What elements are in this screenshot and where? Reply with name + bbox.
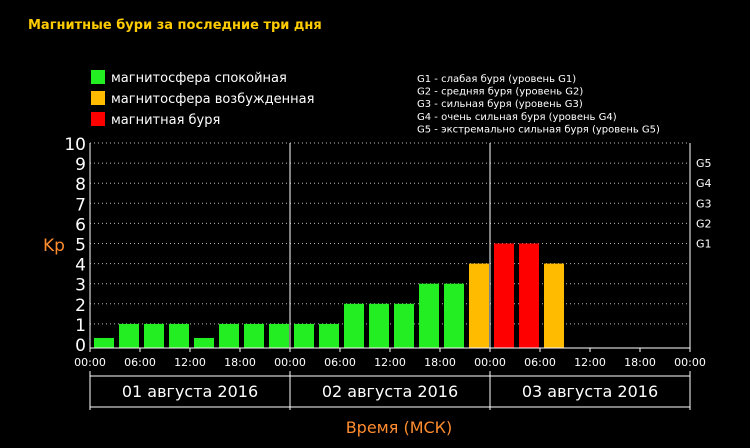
- legend-label: магнитосфера возбужденная: [111, 92, 314, 107]
- storm-legend-item: G1 - слабая буря (уровень G1): [417, 74, 576, 85]
- x-axis-label: Время (МСК): [346, 418, 453, 437]
- storm-level-label: G2: [696, 217, 712, 230]
- y-tick-label: 5: [75, 236, 86, 256]
- gridlines: [90, 142, 690, 325]
- y-tick-label: 3: [75, 276, 86, 296]
- legend-swatch: [91, 70, 105, 84]
- day-label: 01 августа 2016: [122, 382, 258, 401]
- storm-level-legend: G1 - слабая буря (уровень G1) G2 - средня…: [417, 74, 660, 135]
- x-tick-labels: 00:00 06:00 12:00 18:00 00:00 06:00 12:00 18:00…: [74, 348, 706, 369]
- y-tick-label: 1: [75, 316, 86, 336]
- bar: [369, 303, 389, 348]
- x-tick-label: 06:00: [324, 356, 356, 369]
- day-label: 03 августа 2016: [522, 382, 658, 401]
- storm-legend-item: G4 - очень сильная буря (уровень G4): [417, 112, 617, 123]
- storm-legend-item: G3 - сильная буря (уровень G3): [417, 99, 583, 110]
- y-tick-label: 7: [75, 195, 86, 215]
- storm-level-label: G1: [696, 238, 712, 251]
- chart-title: Магнитные бури за последние три дня: [28, 18, 322, 33]
- y-tick-label: 2: [75, 296, 86, 316]
- day-labels: 01 августа 2016 02 августа 2016 03 августа…: [89, 371, 691, 410]
- bar: [444, 283, 464, 348]
- storm-level-label: G3: [696, 197, 712, 210]
- y-axis-label: Kp: [43, 236, 65, 256]
- bar: [319, 323, 339, 348]
- bar: [169, 323, 189, 348]
- legend-swatch: [91, 112, 105, 126]
- bar: [494, 243, 514, 348]
- storm-level-label: G4: [696, 177, 712, 190]
- x-tick-label: 00:00: [74, 356, 106, 369]
- legend-swatch: [91, 91, 105, 105]
- bar: [294, 323, 314, 348]
- y-tick-label: 8: [75, 175, 86, 195]
- legend: магнитосфера спокойная магнитосфера возбу…: [91, 70, 314, 128]
- x-tick-label: 12:00: [374, 356, 406, 369]
- bar: [194, 337, 214, 348]
- storm-level-label: G5: [696, 157, 712, 170]
- storm-level-labels: G1 G2 G3 G4 G5: [696, 157, 712, 250]
- y-tick-label: 0: [75, 336, 86, 356]
- storm-legend-item: G2 - средняя буря (уровень G2): [417, 87, 583, 98]
- x-tick-label: 12:00: [574, 356, 606, 369]
- x-tick-label: 06:00: [124, 356, 156, 369]
- bar: [219, 323, 239, 348]
- x-tick-label: 00:00: [674, 356, 706, 369]
- y-tick-label: 9: [75, 155, 86, 175]
- bar: [94, 337, 114, 348]
- x-tick-label: 18:00: [224, 356, 256, 369]
- bar: [244, 323, 264, 348]
- storm-legend-item: G5 - экстремально сильная буря (уровень …: [417, 124, 660, 135]
- x-tick-label: 00:00: [474, 356, 506, 369]
- x-tick-label: 12:00: [174, 356, 206, 369]
- y-tick-label: 6: [75, 215, 86, 235]
- bar: [519, 243, 539, 348]
- legend-label: магнитосфера спокойная: [111, 71, 287, 86]
- x-tick-label: 18:00: [424, 356, 456, 369]
- bar: [144, 323, 164, 348]
- legend-label: магнитная буря: [111, 113, 220, 128]
- x-tick-label: 00:00: [274, 356, 306, 369]
- bar: [469, 263, 489, 348]
- bar: [344, 303, 364, 348]
- y-tick-label: 10: [64, 135, 86, 155]
- bar: [419, 283, 439, 348]
- x-tick-label: 06:00: [524, 356, 556, 369]
- x-tick-label: 18:00: [624, 356, 656, 369]
- axes: [89, 143, 691, 349]
- bar: [544, 263, 564, 348]
- bar: [269, 323, 289, 348]
- y-tick-label: 4: [75, 256, 86, 276]
- day-label: 02 августа 2016: [322, 382, 458, 401]
- bar: [119, 323, 139, 348]
- bars: [94, 243, 564, 348]
- bar: [394, 303, 414, 348]
